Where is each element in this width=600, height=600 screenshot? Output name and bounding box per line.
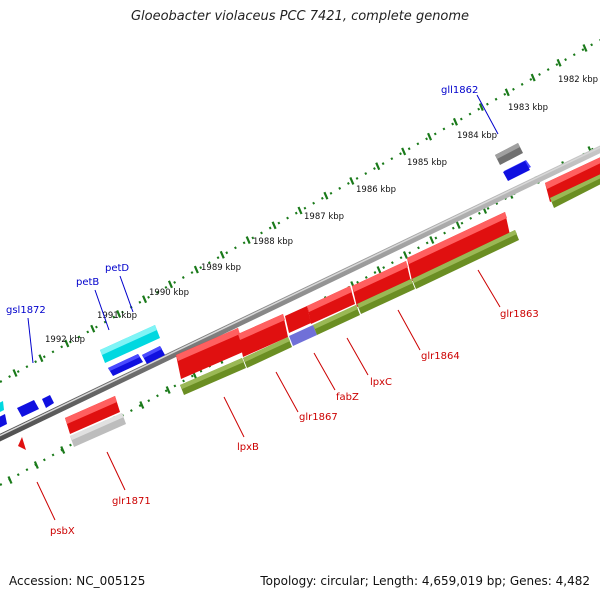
ruler-label-1989: 1989 kbp xyxy=(201,263,241,273)
reverse-gene-blocks xyxy=(0,160,531,428)
pseudo-block-top xyxy=(495,143,520,159)
ruler-label-1986: 1986 kbp xyxy=(356,185,396,195)
cds-glr1863-top xyxy=(412,230,517,283)
label-glr1867[interactable]: glr1867 xyxy=(299,412,338,423)
cds-right-top xyxy=(550,174,600,202)
tick-mark xyxy=(38,354,44,363)
gene-petB-top xyxy=(108,354,140,371)
rna-block-top xyxy=(100,325,157,355)
tick-mark xyxy=(349,177,355,185)
label-lpxC[interactable]: lpxC xyxy=(370,377,392,388)
label-glr1863[interactable]: glr1863 xyxy=(500,309,539,320)
forward-gene-blocks xyxy=(18,157,600,450)
cds-blocks xyxy=(70,174,600,447)
ruler-label-1992: 1992 kbp xyxy=(45,335,85,345)
tick-mark xyxy=(582,44,588,52)
label-petD[interactable]: petD xyxy=(105,263,129,274)
tick-mark xyxy=(193,265,199,274)
gene-glr1863-block[interactable] xyxy=(407,212,510,281)
tick-mark xyxy=(245,236,251,244)
tick-mark xyxy=(452,117,458,126)
tick-mark xyxy=(401,147,407,156)
cds-lpxB-top xyxy=(180,358,244,389)
gene-glr1867-top xyxy=(238,314,285,340)
gene-right-top xyxy=(545,157,600,189)
gene-edge-block[interactable] xyxy=(0,414,7,428)
gene-glr1863-top xyxy=(407,212,507,264)
rna-edge-mark xyxy=(0,401,4,412)
ruler-label-1982: 1982 kbp xyxy=(558,75,598,85)
tick-mark xyxy=(530,73,536,82)
tick-mark xyxy=(429,236,435,244)
tick-mark xyxy=(556,58,562,67)
gene-glr1871-top xyxy=(65,396,117,424)
tick-mark xyxy=(167,280,173,289)
tick-mark xyxy=(323,191,329,200)
tick-mark xyxy=(7,476,13,484)
ruler-label-1990: 1990 kbp xyxy=(149,288,189,298)
gene-gll1862-block[interactable] xyxy=(503,161,530,181)
map-title: Gloeobacter violaceus PCC 7421, complete… xyxy=(130,9,470,24)
gene-petD-block[interactable] xyxy=(142,346,165,364)
tick-mark xyxy=(12,369,18,377)
gene-glr1864-top xyxy=(352,261,408,292)
tick-mark xyxy=(116,309,122,318)
ruler-label-1991: 1991 kbp xyxy=(97,311,137,321)
leader-lines xyxy=(27,94,501,521)
label-gsl1872[interactable]: gsl1872 xyxy=(6,305,46,316)
tick-mark xyxy=(60,446,66,454)
tick-mark xyxy=(165,386,171,394)
tick-mark xyxy=(271,221,277,230)
label-fabZ[interactable]: fabZ xyxy=(336,392,359,403)
cds-lpxC-top xyxy=(313,305,358,329)
tick-mark xyxy=(427,132,433,141)
cds-glr1867-top xyxy=(243,337,290,362)
genome-summary: Topology: circular; Length: 4,659,019 bp… xyxy=(260,574,590,588)
gene-lpxB-block[interactable] xyxy=(176,328,243,379)
accession-text: Accession: NC_005125 xyxy=(9,574,146,588)
gene-glr1864-block[interactable] xyxy=(352,261,411,307)
ruler-label-1985: 1985 kbp xyxy=(407,158,447,168)
gene-gsl1872-block[interactable] xyxy=(17,400,39,417)
label-glr1871[interactable]: glr1871 xyxy=(112,496,151,507)
ruler-label-1984: 1984 kbp xyxy=(457,131,497,141)
tick-mark xyxy=(297,206,303,215)
tick-mark xyxy=(64,339,70,348)
tick-mark xyxy=(375,162,381,171)
gene-fabZ-block[interactable] xyxy=(285,306,311,333)
ruler-ticks xyxy=(12,44,588,377)
tick-mark xyxy=(504,88,510,97)
ruler-label-1988: 1988 kbp xyxy=(253,237,293,247)
label-psbX[interactable]: psbX xyxy=(50,526,75,537)
tick-mark xyxy=(478,103,484,112)
ruler-label-1983: 1983 kbp xyxy=(508,103,548,113)
gene-small-block[interactable] xyxy=(42,395,54,408)
gene-glr1867-block[interactable] xyxy=(238,314,288,357)
gene-lpxC-top xyxy=(307,286,352,312)
genome-axis xyxy=(0,145,600,442)
tick-mark xyxy=(402,251,408,259)
cds-fabZ[interactable] xyxy=(289,325,317,346)
gene-lpxB-top xyxy=(176,328,240,361)
ruler-labels: 1982 kbp 1983 kbp 1984 kbp 1985 kbp 1986… xyxy=(45,75,598,345)
gene-labels: gll1862 petD petB gsl1872 glr1863 glr186… xyxy=(6,85,539,537)
tick-mark xyxy=(455,221,461,229)
tick-mark xyxy=(219,250,225,259)
label-gll1862[interactable]: gll1862 xyxy=(441,85,478,96)
tick-mark xyxy=(90,324,96,333)
label-glr1864[interactable]: glr1864 xyxy=(421,351,460,362)
gene-petD-top xyxy=(142,346,162,358)
tick-mark xyxy=(142,295,148,304)
cds-glr1871-top xyxy=(70,413,124,440)
tick-mark xyxy=(139,401,145,409)
label-petB[interactable]: petB xyxy=(76,277,99,288)
ruler-label-1987: 1987 kbp xyxy=(304,212,344,222)
label-lpxB[interactable]: lpxB xyxy=(237,442,259,453)
tick-mark xyxy=(376,266,382,274)
gene-psbX-mark[interactable] xyxy=(18,437,26,450)
cds-glr1864-top xyxy=(357,279,413,308)
tick-mark xyxy=(33,461,39,469)
